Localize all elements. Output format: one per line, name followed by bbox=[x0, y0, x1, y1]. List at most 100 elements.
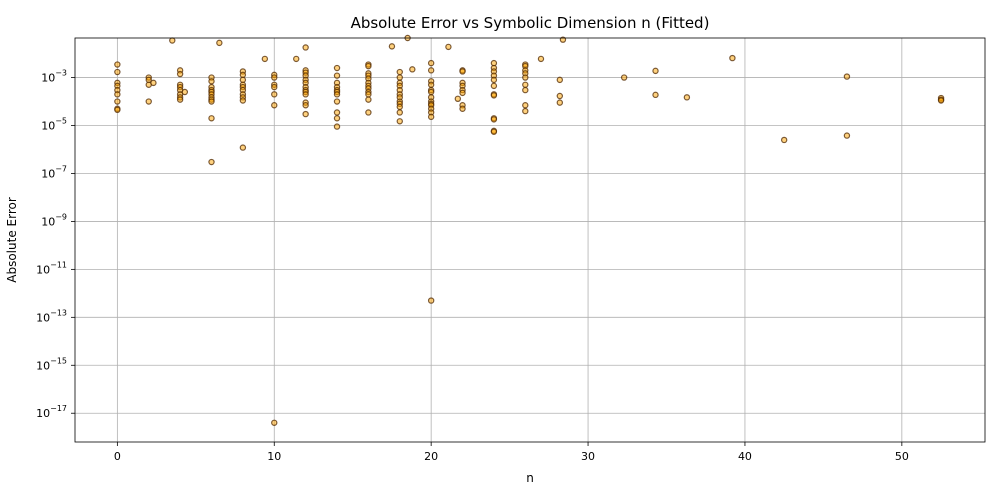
data-point bbox=[729, 54, 736, 62]
x-tick-label: 50 bbox=[895, 450, 909, 463]
y-tick-exponent: −9 bbox=[55, 212, 67, 221]
y-tick-base: 10 bbox=[36, 263, 50, 276]
x-tick-label: 40 bbox=[738, 450, 752, 463]
x-tick-label: 10 bbox=[267, 450, 281, 463]
y-tick-label: 10−9 bbox=[41, 212, 67, 228]
data-point bbox=[490, 76, 498, 84]
data-point bbox=[490, 128, 498, 135]
chart-title: Absolute Error vs Symbolic Dimension n (… bbox=[351, 14, 710, 32]
y-tick-exponent: −13 bbox=[50, 308, 67, 317]
data-point bbox=[522, 102, 529, 109]
data-point bbox=[937, 97, 945, 104]
x-tick-label: 20 bbox=[424, 450, 438, 463]
x-tick-label: 30 bbox=[581, 450, 595, 463]
data-point bbox=[522, 81, 529, 88]
y-tick-exponent: −17 bbox=[50, 404, 67, 413]
data-point bbox=[445, 43, 452, 51]
data-point bbox=[239, 71, 247, 79]
data-point bbox=[396, 118, 403, 125]
data-point bbox=[522, 74, 529, 81]
data-point bbox=[652, 67, 659, 75]
y-tick-base: 10 bbox=[41, 72, 55, 85]
grid-lines bbox=[75, 38, 985, 442]
data-point bbox=[181, 88, 189, 96]
data-point bbox=[537, 55, 545, 63]
y-tick-label: 10−17 bbox=[36, 404, 67, 420]
data-point bbox=[396, 103, 403, 111]
data-point bbox=[454, 95, 462, 103]
data-point bbox=[333, 109, 341, 116]
y-tick-label: 10−11 bbox=[36, 260, 67, 276]
y-tick-label: 10−7 bbox=[41, 164, 67, 180]
data-point bbox=[208, 98, 215, 105]
y-tick-exponent: −5 bbox=[55, 117, 67, 126]
data-point bbox=[490, 116, 498, 123]
data-point bbox=[114, 106, 121, 114]
data-point bbox=[427, 59, 435, 67]
data-point bbox=[427, 297, 435, 304]
data-point bbox=[302, 102, 309, 109]
data-point bbox=[556, 76, 564, 84]
data-point bbox=[409, 66, 416, 73]
y-tick-label: 10−3 bbox=[41, 69, 67, 85]
x-axis-label: n bbox=[526, 471, 534, 485]
data-point bbox=[522, 86, 529, 94]
y-tick-exponent: −7 bbox=[55, 164, 67, 173]
y-tick-exponent: −3 bbox=[55, 69, 67, 78]
x-axis-ticks: 0 10 20 30 40 50 bbox=[114, 442, 909, 463]
data-point bbox=[652, 91, 659, 99]
data-point bbox=[396, 74, 403, 81]
data-point bbox=[271, 419, 278, 426]
data-point bbox=[556, 99, 564, 106]
data-point bbox=[176, 70, 184, 78]
plot-frame bbox=[74, 37, 986, 443]
data-point bbox=[365, 62, 372, 70]
data-point bbox=[114, 98, 121, 105]
data-point bbox=[208, 78, 215, 85]
data-point bbox=[365, 91, 372, 98]
data-point bbox=[388, 43, 396, 50]
data-point bbox=[459, 89, 466, 97]
data-point bbox=[620, 74, 628, 81]
data-point bbox=[302, 110, 309, 118]
data-point bbox=[271, 83, 278, 91]
data-point bbox=[333, 72, 341, 79]
data-point bbox=[333, 64, 341, 72]
data-point bbox=[459, 105, 466, 112]
y-tick-base: 10 bbox=[41, 215, 55, 228]
data-point bbox=[427, 113, 435, 121]
data-point bbox=[271, 91, 278, 98]
data-point bbox=[427, 81, 435, 88]
data-point bbox=[169, 37, 176, 44]
data-point bbox=[333, 115, 341, 122]
data-point bbox=[261, 55, 269, 63]
y-axis-label: Absolute Error bbox=[5, 197, 19, 283]
y-tick-label: 10−5 bbox=[41, 117, 67, 133]
data-point bbox=[843, 73, 851, 80]
data-point bbox=[396, 109, 403, 116]
y-tick-exponent: −15 bbox=[50, 356, 67, 365]
data-point bbox=[365, 96, 372, 103]
y-tick-base: 10 bbox=[36, 311, 50, 324]
data-point bbox=[293, 55, 300, 63]
x-tick-label: 0 bbox=[114, 450, 121, 463]
y-tick-base: 10 bbox=[41, 167, 55, 180]
data-point bbox=[683, 94, 691, 101]
data-point bbox=[333, 98, 341, 105]
data-point bbox=[208, 158, 215, 166]
data-point bbox=[396, 68, 403, 76]
data-point bbox=[271, 74, 278, 81]
y-tick-base: 10 bbox=[36, 359, 50, 372]
y-tick-label: 10−15 bbox=[36, 356, 67, 372]
data-point bbox=[208, 115, 215, 122]
data-point bbox=[216, 39, 223, 47]
data-points bbox=[114, 34, 945, 426]
data-point bbox=[302, 44, 309, 51]
data-point bbox=[427, 88, 435, 96]
data-point bbox=[843, 132, 851, 139]
y-tick-exponent: −11 bbox=[50, 260, 67, 269]
data-point bbox=[145, 98, 152, 105]
data-point bbox=[239, 144, 247, 151]
